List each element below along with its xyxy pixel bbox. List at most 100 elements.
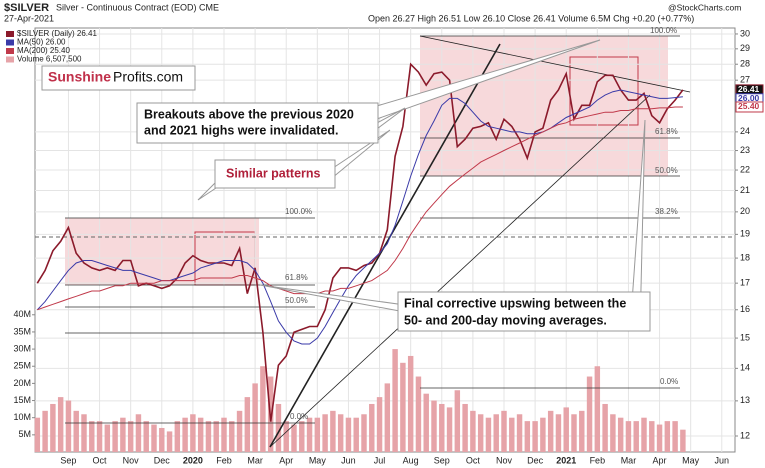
volume-bar	[299, 421, 305, 452]
x-tick-label: Oct	[466, 455, 481, 465]
volume-bar	[81, 414, 87, 452]
annotation: and 2021 highs were invalidated.	[144, 123, 339, 137]
volume-bar	[594, 366, 601, 452]
volume-bar	[221, 417, 227, 452]
volume-bar	[112, 421, 118, 452]
x-tick-label: May	[309, 455, 327, 465]
fib-label: 61.8%	[285, 273, 308, 282]
volume-bar	[89, 421, 95, 452]
y-tick-label: 17	[740, 278, 750, 288]
volume-bar	[680, 429, 686, 452]
volume-bar	[555, 414, 562, 452]
x-tick-label: Jun	[715, 455, 730, 465]
legend-label: MA(200) 25.40	[17, 46, 70, 55]
volume-bar	[524, 421, 531, 452]
annotation: Final corrective upswing between the	[404, 296, 626, 310]
fib-label: 38.2%	[655, 207, 678, 216]
volume-bar	[656, 424, 663, 452]
volume-bar	[579, 410, 585, 452]
legend-label: Volume 6,507,500	[17, 55, 82, 64]
volume-bar	[151, 424, 157, 452]
brand: Sunshine	[48, 69, 111, 85]
volume-bar	[166, 431, 173, 452]
volume-bar	[50, 403, 56, 452]
y-tick-label: 24	[740, 126, 750, 136]
volume-bar	[431, 400, 437, 452]
y2-tick-label: 25M	[13, 361, 31, 371]
source: @StockCharts.com	[668, 2, 741, 12]
volume-bar	[57, 397, 64, 452]
volume-bar	[509, 417, 515, 452]
callout-pointers	[197, 39, 646, 331]
chart-date: 27-Apr-2021	[4, 13, 54, 23]
y-tick-label: 22	[740, 164, 750, 174]
y2-tick-label: 35M	[13, 326, 31, 336]
x-tick-label: Sep	[434, 455, 450, 465]
y2-tick-label: 20M	[13, 378, 31, 388]
x-tick-label: Apr	[653, 455, 667, 465]
volume-bar	[571, 414, 577, 452]
volume-bar	[135, 414, 142, 452]
volume-bar	[42, 410, 48, 452]
last-value-label: 26.41	[738, 84, 760, 94]
annotation-box	[214, 159, 336, 189]
volume-bar	[236, 410, 243, 452]
volume-bar	[516, 414, 523, 452]
volume-bar	[244, 397, 251, 452]
volume-bar	[330, 410, 336, 452]
volume-bar	[563, 407, 569, 452]
x-tick-label: Sep	[60, 455, 76, 465]
y-tick-label: 20	[740, 206, 750, 216]
volume-bar	[65, 400, 72, 452]
last-value-label: 26.00	[738, 93, 760, 103]
volume-bar	[586, 376, 593, 452]
volume-bar	[664, 421, 671, 452]
y-tick-label: 23	[740, 145, 750, 155]
x-tick-label: Mar	[247, 455, 263, 465]
volume-bar	[104, 424, 111, 452]
fib-label: 0.0%	[290, 412, 308, 421]
volume-bar	[384, 383, 391, 452]
volume-bar	[407, 355, 414, 452]
volume-bar	[415, 376, 422, 452]
x-tick-label: Feb	[216, 455, 232, 465]
y-tick-label: 21	[740, 185, 750, 195]
x-tick-label: 2020	[183, 455, 203, 465]
volume-bar	[423, 393, 429, 452]
x-tick-label: Apr	[279, 455, 293, 465]
y2-tick-label: 40M	[13, 309, 31, 319]
volume-bar	[337, 414, 344, 452]
fib-label: 50.0%	[655, 166, 678, 175]
volume-bar	[260, 366, 266, 452]
volume-bar	[283, 421, 289, 452]
y-tick-label: 13	[740, 395, 750, 405]
volume-bar	[400, 362, 406, 452]
last-value-label: 25.40	[738, 101, 760, 111]
volume-bar	[322, 414, 328, 452]
fib-label: 100.0%	[285, 207, 312, 216]
moving-average	[37, 106, 683, 311]
y-tick-label: 12	[740, 430, 750, 440]
y-tick-label: 28	[740, 59, 750, 69]
x-tick-label: Aug	[403, 455, 419, 465]
volume-bar	[540, 417, 546, 452]
x-tick-label: 2021	[556, 455, 576, 465]
volume-bar	[477, 414, 484, 452]
y-tick-label: 14	[740, 363, 750, 373]
y-tick-label: 16	[740, 304, 750, 314]
volume-bar	[641, 417, 647, 452]
y-tick-label: 15	[740, 332, 750, 342]
annotation: 50- and 200-day moving averages.	[404, 313, 607, 327]
y-tick-label: 18	[740, 252, 750, 262]
volume-bar	[34, 417, 41, 452]
chart-subtitle: Silver - Continuous Contract (EOD) CME	[56, 2, 219, 12]
volume-bar	[392, 349, 398, 452]
volume-bar	[439, 403, 445, 452]
trend-lines	[269, 35, 691, 448]
volume-bar	[369, 403, 375, 452]
x-tick-label: Jun	[341, 455, 356, 465]
volume-bar	[493, 414, 499, 452]
volume-bar	[376, 397, 383, 452]
legend-swatch	[6, 56, 14, 63]
volume-bar	[314, 417, 321, 452]
